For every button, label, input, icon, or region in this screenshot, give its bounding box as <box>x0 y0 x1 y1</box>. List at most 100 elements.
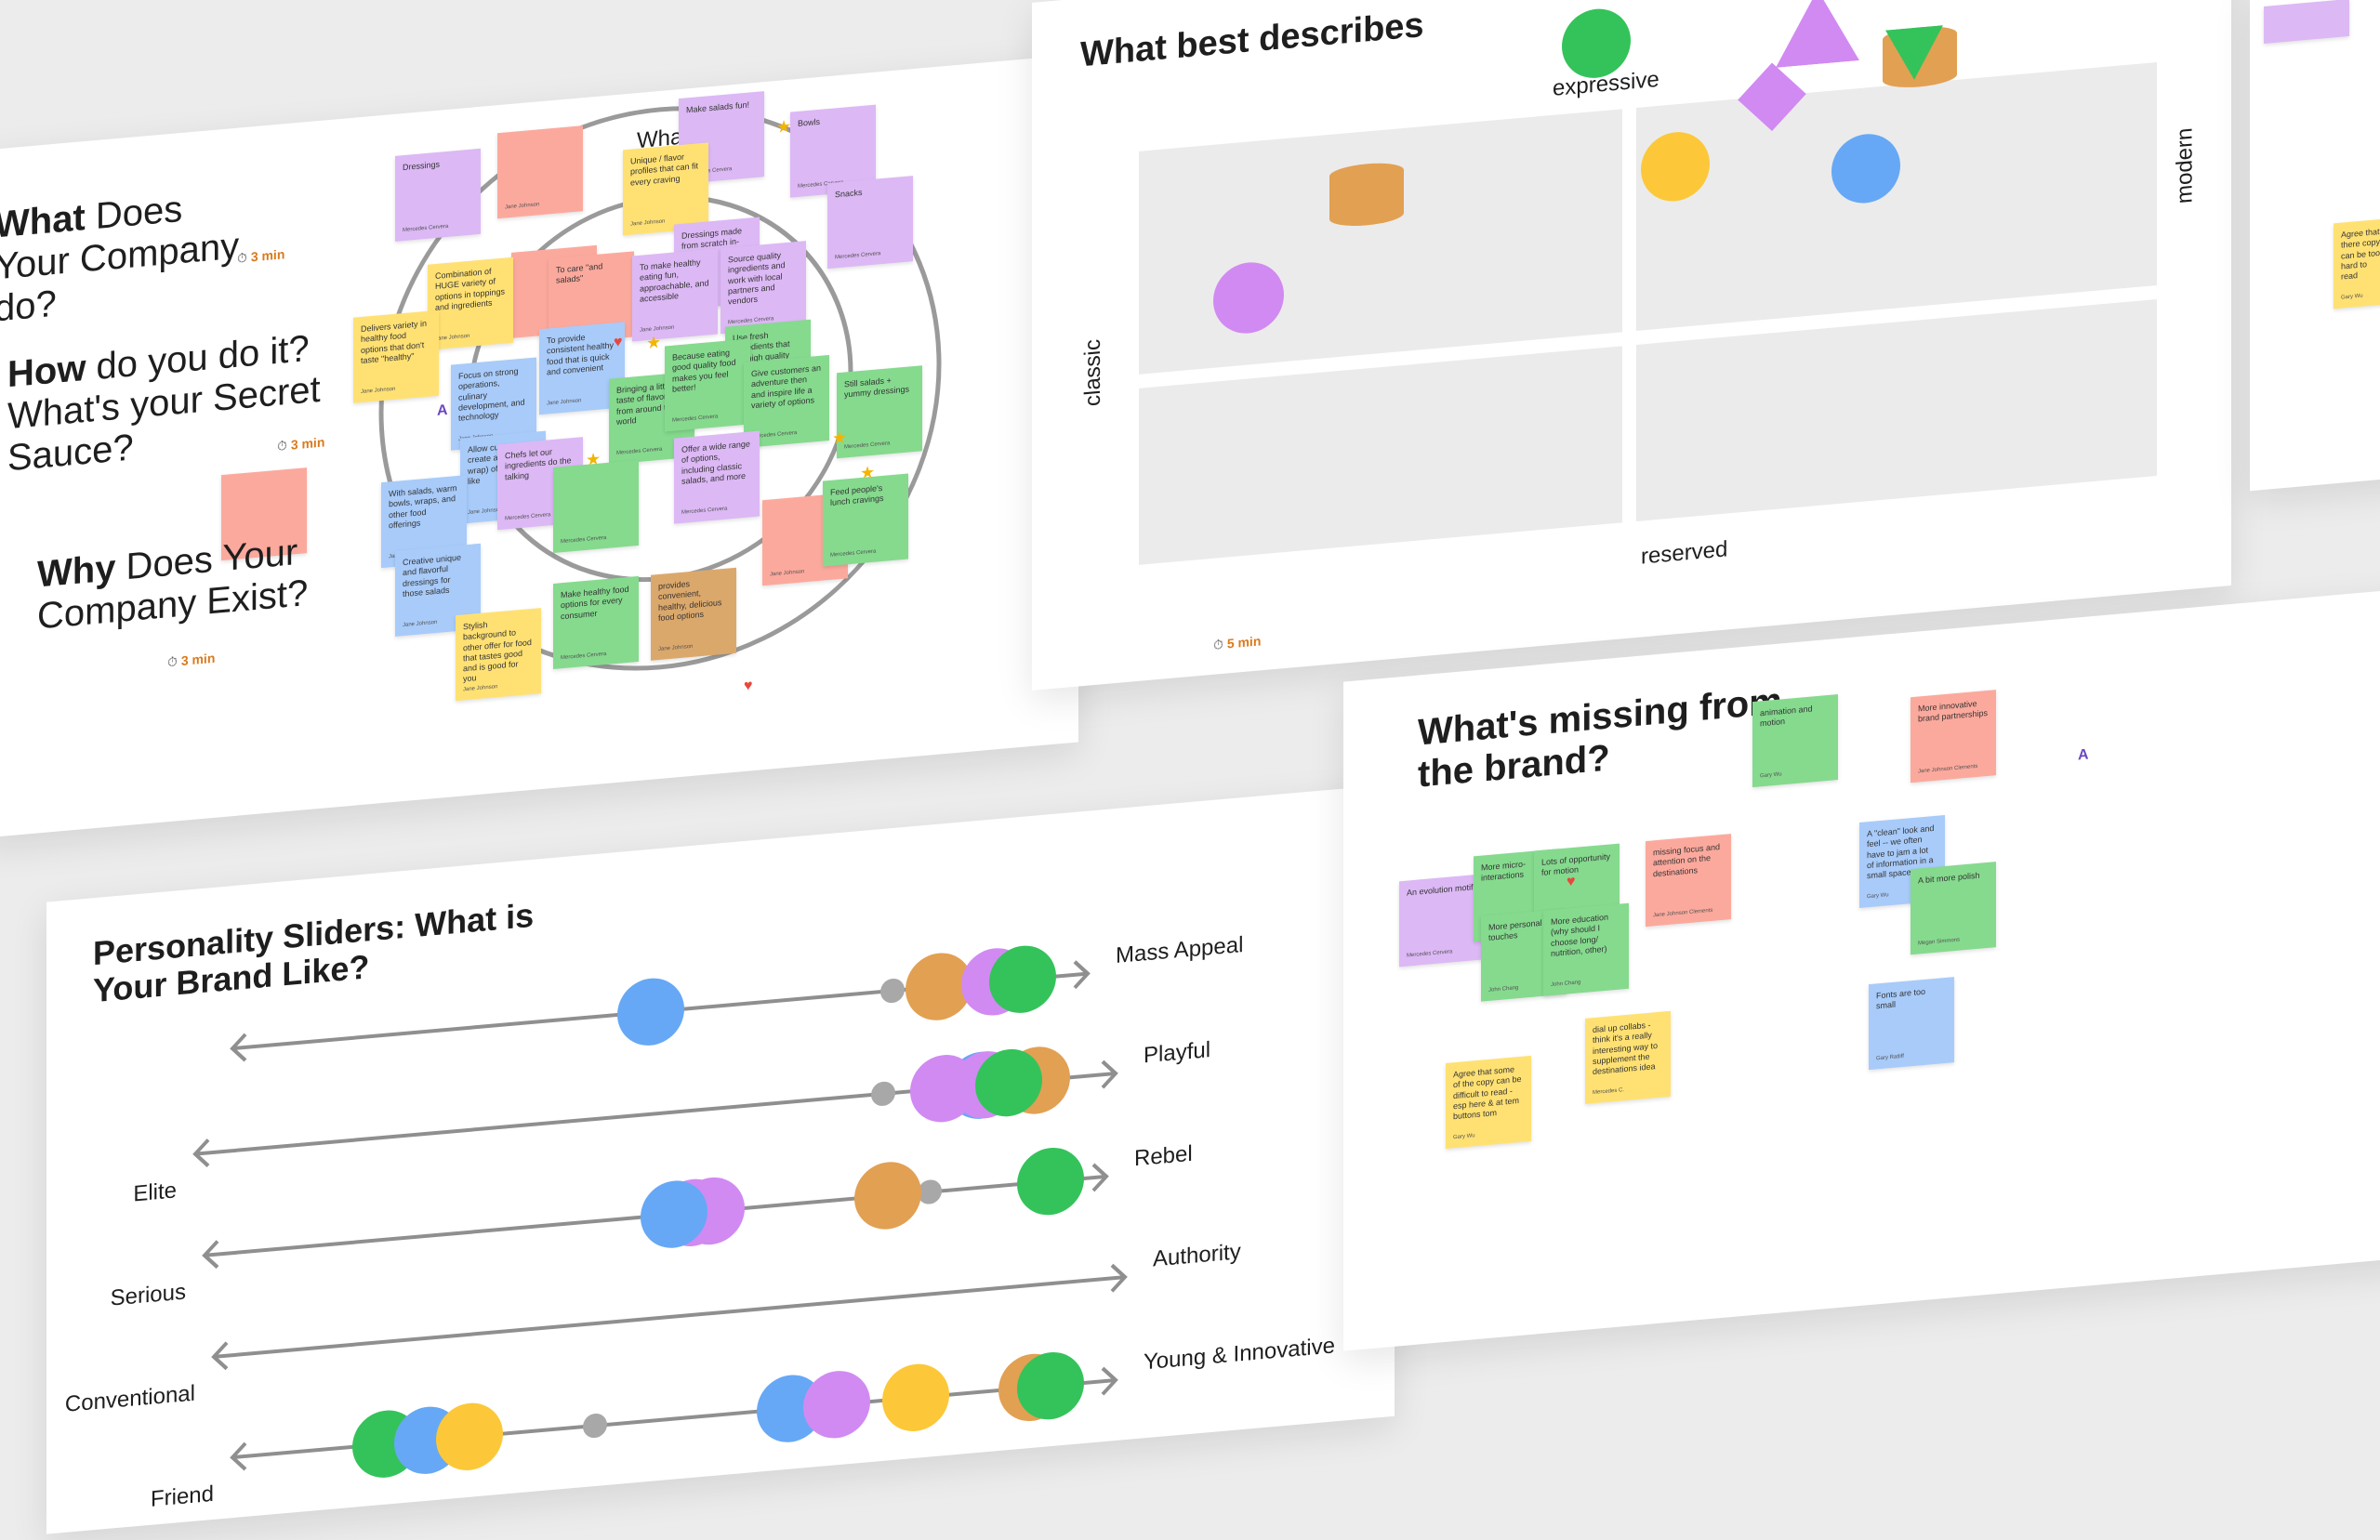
star-icon: ★ <box>860 462 876 483</box>
sticky-note[interactable]: provides convenient, healthy, delicious … <box>651 567 736 661</box>
sticky-author: Gary Wu <box>1867 891 1889 900</box>
sticky-text: Snacks <box>835 187 863 200</box>
sticky-author: John Chang <box>1551 979 1581 988</box>
sticky-text <box>505 134 575 140</box>
sticky-text: More innovative brand partnerships <box>1918 698 1989 724</box>
sticky-note[interactable] <box>2264 0 2349 44</box>
heart-icon: ♥ <box>744 678 753 694</box>
arrow-head-icon <box>202 1240 219 1270</box>
sticky-note[interactable]: Still salads + yummy dressings Mercedes C… <box>837 365 922 459</box>
slider-right-label: Rebel <box>1134 1140 1193 1172</box>
sticky-note[interactable]: dial up collabs - think it's a really in… <box>1585 1010 1671 1104</box>
sticky-note[interactable]: animation and motion Gary Wu <box>1752 694 1838 788</box>
sticky-note[interactable]: Agree that there copy can be too hard to… <box>2334 218 2380 309</box>
sticky-text: Stylish background to other offer for fo… <box>463 620 532 684</box>
sticky-note[interactable]: Agree that some of the copy can be diffi… <box>1446 1055 1531 1149</box>
sticky-note[interactable]: More education (why should I choose long… <box>1543 902 1629 996</box>
sticky-text: Feed people's lunch cravings <box>830 482 884 508</box>
sticky-author: Jane Johnson <box>630 217 666 228</box>
outer-ring <box>378 106 942 671</box>
sticky-note[interactable]: Because eating good quality food makes y… <box>665 338 750 432</box>
sticky-text: Because eating good quality food makes y… <box>672 348 736 394</box>
describes-board: What best describes expressive reserved … <box>1032 0 2231 691</box>
vote-dot[interactable] <box>854 1159 921 1231</box>
question-why: Why Does Your Company Exist? <box>37 531 309 638</box>
sticky-text: provides convenient, healthy, delicious … <box>658 579 722 623</box>
sticky-text: dial up collabs - think it's a really in… <box>1593 1020 1659 1077</box>
whiteboard-canvas: What Does Your Company do? 3 min How do … <box>0 0 2380 1375</box>
sticky-note[interactable]: Fonts are too small Gary Ratliff <box>1869 977 1954 1071</box>
sticky-text: Creative unique and flavorful dressings … <box>403 552 462 599</box>
sticky-text: To care "and salads" <box>556 261 603 285</box>
arrow-head-icon <box>1073 960 1091 990</box>
vote-dot[interactable] <box>617 976 684 1048</box>
sticky-text: Source quality ingredients and work with… <box>728 250 786 307</box>
sticky-note[interactable]: To make healthy eating fun, approachable… <box>632 248 718 342</box>
question-how: How do you do it? What's your Secret Sau… <box>7 327 321 479</box>
quadrant-top-right <box>1636 62 2157 331</box>
slider-handle[interactable] <box>871 1081 895 1107</box>
sticky-text: Make salads fun! <box>686 99 750 115</box>
sticky-note[interactable]: Unique / flavor profiles that can fit ev… <box>623 142 708 236</box>
vote-dot[interactable] <box>975 1046 1042 1119</box>
sticky-note[interactable]: Offer a wide range of options, including… <box>674 430 760 524</box>
arrow-head-icon <box>1101 1060 1118 1089</box>
star-icon: ★ <box>776 116 792 137</box>
sticky-author: Jane Johnson <box>403 619 438 628</box>
missing-title: What's missing from the brand? <box>1418 680 1782 796</box>
sticky-author: Jane Johnson Clements <box>1918 763 1978 774</box>
sticky-note[interactable]: Feed people's lunch cravings Mercedes Cer… <box>823 473 908 567</box>
sticky-note[interactable]: Stylish background to other offer for fo… <box>456 608 541 702</box>
vote-dot[interactable] <box>882 1362 949 1434</box>
sticky-note[interactable]: Delivers variety in healthy food options… <box>353 309 439 403</box>
timer-why: 3 min <box>167 651 216 670</box>
sticky-note[interactable]: An evolution motif Mercedes Cervera <box>1399 874 1485 967</box>
orange-cylinder-shape[interactable] <box>1329 160 1404 229</box>
sticky-author: Mercedes Cervera <box>616 446 663 456</box>
sticky-note[interactable]: Dressings Mercedes Cervera <box>395 148 481 242</box>
axis-classic: classic <box>1080 337 1106 408</box>
vote-dot[interactable] <box>803 1368 870 1441</box>
sticky-note[interactable]: Mercedes Cervera <box>553 459 639 553</box>
sticky-note[interactable]: Source quality ingredients and work with… <box>721 241 806 335</box>
purple-triangle-shape[interactable] <box>1776 0 1859 68</box>
slider-handle[interactable] <box>880 978 905 1004</box>
axis-modern: modern <box>2172 126 2198 205</box>
slider-handle[interactable] <box>583 1413 607 1439</box>
sticky-note[interactable]: A bit more polish Megan Simmons <box>1911 862 1996 955</box>
sticky-author: Gary Ratliff <box>1876 1053 1904 1061</box>
sticky-text: Offer a wide range of options, including… <box>681 439 750 486</box>
green-triangle-shape[interactable] <box>1885 25 1943 82</box>
sticky-note[interactable]: More innovative brand partnerships Jane J… <box>1911 690 1996 783</box>
quadrant-top-left <box>1139 109 1622 375</box>
sticky-note[interactable]: missing focus and attention on the desti… <box>1646 834 1731 928</box>
sticky-text: Unique / flavor profiles that can fit ev… <box>630 151 699 188</box>
sticky-text: Focus on strong operations, culinary dev… <box>458 366 525 423</box>
sticky-text: Combination of HUGE variety of options i… <box>435 266 506 312</box>
sticky-text: Dressings <box>403 159 441 173</box>
sticky-author: Jane Johnson <box>658 643 694 652</box>
sticky-author: Jane Johnson <box>505 201 540 210</box>
sticky-author: Mercedes Cervera <box>403 223 449 233</box>
timer-what: 3 min <box>237 246 285 266</box>
sticky-author: Mercedes Cervera <box>672 413 719 424</box>
sticky-note[interactable]: Snacks Mercedes Cervera <box>827 176 913 270</box>
slider-handle[interactable] <box>918 1178 942 1204</box>
sticky-note[interactable]: Jane Johnson <box>497 125 583 219</box>
sticky-text: Make healthy food options for every cons… <box>561 584 629 621</box>
sticky-text: Lots of opportunity for motion <box>1541 851 1611 878</box>
sticky-note[interactable]: Make healthy food options for every cons… <box>553 575 639 669</box>
vote-dot[interactable] <box>906 950 972 1022</box>
peek-board: Agree that there copy can be too hard to… <box>2250 0 2380 492</box>
sticky-note[interactable]: Combination of HUGE variety of options i… <box>428 257 513 350</box>
sticky-author: Mercedes Cervera <box>1407 948 1453 959</box>
vote-dot[interactable] <box>641 1178 707 1250</box>
vote-dot[interactable] <box>910 1052 977 1125</box>
sticky-author: Mercedes Cervera <box>561 534 607 545</box>
vote-dot[interactable] <box>1017 1145 1084 1218</box>
quadrant-bottom-right <box>1636 299 2157 521</box>
slider-left-label: Elite <box>133 1178 177 1207</box>
missing-board: What's missing from the brand? An evolut… <box>1343 584 2380 1351</box>
vote-dot[interactable] <box>989 943 1056 1016</box>
sticky-author: Jane Johnson Clements <box>1653 907 1713 918</box>
